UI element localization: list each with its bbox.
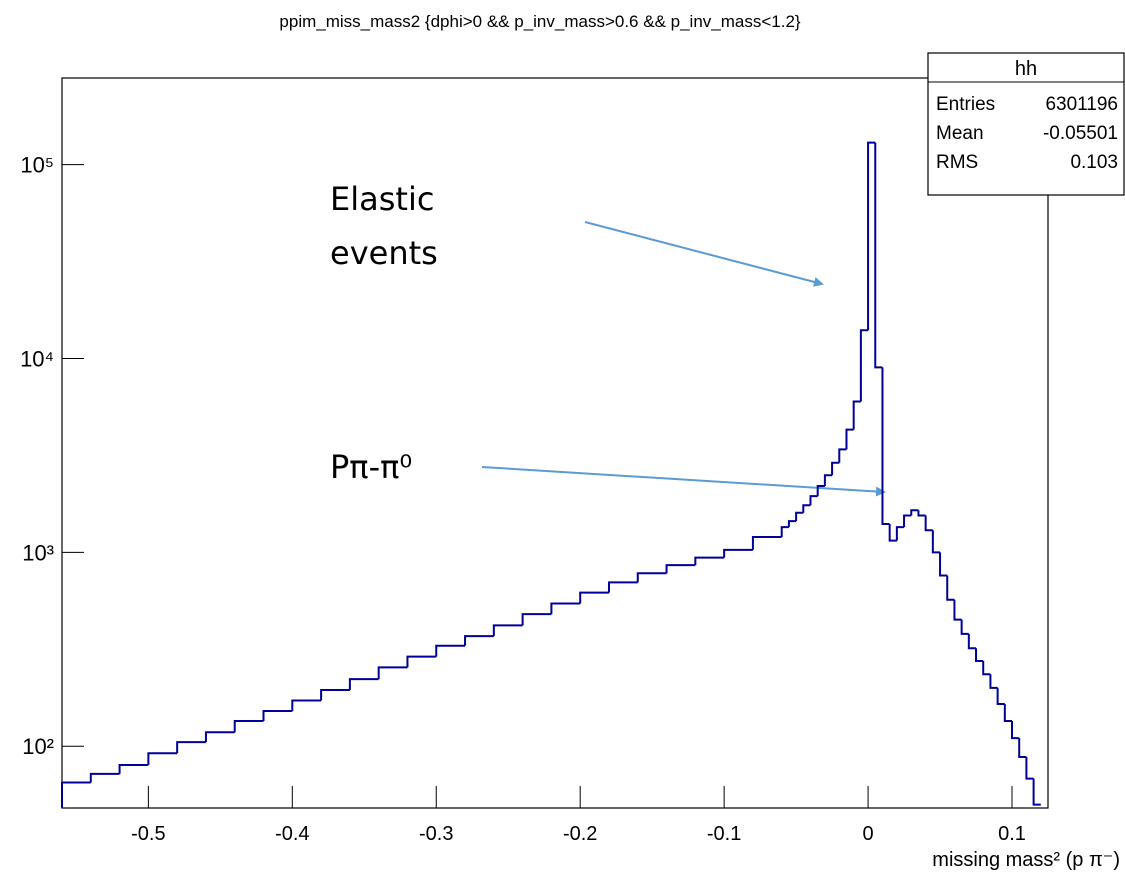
histogram-bin bbox=[1018, 738, 1027, 758]
x-tick-label: -0.1 bbox=[707, 823, 741, 845]
histogram-bin bbox=[859, 329, 869, 402]
x-tick-label: 0.1 bbox=[998, 823, 1026, 845]
stats-value: 0.103 bbox=[1070, 152, 1118, 173]
histogram-bin bbox=[291, 699, 322, 711]
histogram-bin bbox=[874, 142, 883, 369]
histogram-bin bbox=[795, 511, 804, 522]
histogram-bin bbox=[204, 731, 235, 743]
stats-label: RMS bbox=[936, 152, 978, 173]
histogram-bin bbox=[377, 666, 408, 680]
y-tick-label: 10⁴ bbox=[20, 347, 54, 372]
histogram-bin bbox=[953, 599, 962, 621]
histogram-bin bbox=[607, 581, 638, 593]
histogram-bin bbox=[867, 141, 876, 331]
histogram-bin bbox=[881, 367, 890, 526]
histogram-bin bbox=[1032, 778, 1041, 806]
histogram-bin bbox=[320, 688, 350, 701]
stats-value: 6301196 bbox=[1045, 94, 1118, 115]
stats-label: Mean bbox=[936, 123, 984, 144]
histogram-bin bbox=[233, 719, 264, 733]
histogram-bin bbox=[89, 772, 120, 783]
histogram-bin bbox=[809, 495, 818, 506]
x-tick-label: -0.5 bbox=[131, 823, 165, 845]
stats-label: Entries bbox=[936, 94, 995, 115]
stats-box: hh Entries 6301196 Mean -0.05501 RMS 0.103 bbox=[927, 52, 1125, 196]
y-tick-label: 10² bbox=[22, 734, 54, 759]
histogram-bin bbox=[982, 661, 991, 676]
histogram-bin bbox=[751, 536, 782, 550]
histogram-bin bbox=[406, 655, 437, 668]
histogram-bin bbox=[852, 400, 861, 430]
histogram-bin bbox=[975, 648, 984, 663]
histogram-bin bbox=[845, 428, 854, 450]
histogram-bin bbox=[903, 514, 912, 528]
histogram-bin bbox=[492, 624, 523, 637]
histogram-bin bbox=[960, 619, 969, 635]
histogram-bin bbox=[917, 510, 926, 517]
histogram-bin bbox=[521, 613, 552, 626]
histogram-bin bbox=[176, 741, 206, 754]
histogram-bin bbox=[118, 763, 149, 774]
histogram-bin bbox=[61, 781, 91, 808]
histogram-bin bbox=[802, 504, 811, 513]
histogram-bin bbox=[939, 552, 948, 577]
plot-frame bbox=[61, 77, 1049, 809]
x-tick-label: 0 bbox=[863, 823, 874, 845]
histogram-bin bbox=[435, 644, 466, 657]
x-tick-label: -0.3 bbox=[419, 823, 453, 845]
histogram-bin bbox=[665, 564, 696, 574]
histogram-bin bbox=[787, 520, 797, 528]
histogram-bin bbox=[888, 524, 897, 542]
histogram-bin bbox=[348, 678, 379, 690]
histogram-bin bbox=[550, 602, 581, 615]
y-tick-label: 10³ bbox=[22, 540, 54, 565]
histogram-bin bbox=[967, 633, 977, 650]
histogram-bin bbox=[895, 526, 905, 541]
histogram-bin bbox=[946, 575, 955, 601]
histogram-bin bbox=[147, 752, 178, 765]
histogram-bin bbox=[723, 548, 753, 558]
annotation: Pπ-π⁰ bbox=[330, 448, 413, 486]
histogram-bin bbox=[838, 448, 847, 463]
histogram-bin bbox=[1025, 756, 1034, 780]
stats-title: hh bbox=[1015, 58, 1037, 80]
annotation-arrow bbox=[584, 221, 824, 287]
stats-frame bbox=[927, 52, 1125, 196]
annotation: Elastic events bbox=[330, 180, 438, 272]
histogram-bin bbox=[823, 474, 833, 486]
chart-title: ppim_miss_mass2 {dphi>0 && p_inv_mass>0.… bbox=[279, 12, 800, 31]
x-tick-label: -0.4 bbox=[275, 823, 309, 845]
x-tick-label: -0.2 bbox=[563, 823, 597, 845]
histogram-bin bbox=[989, 674, 998, 689]
histogram-bin bbox=[579, 591, 609, 604]
y-tick-label: 10⁵ bbox=[20, 153, 54, 178]
stats-value: -0.05501 bbox=[1043, 123, 1118, 144]
histogram-bin bbox=[910, 509, 919, 516]
histogram-bin bbox=[1011, 720, 1020, 740]
histogram-bin bbox=[931, 530, 941, 554]
histogram-bin bbox=[464, 635, 494, 646]
histogram-bin bbox=[780, 526, 789, 538]
histogram-bin bbox=[816, 484, 825, 497]
annotation-arrow bbox=[481, 466, 886, 497]
x-axis-title: missing mass² (p π⁻) bbox=[932, 849, 1120, 871]
histogram-bin bbox=[262, 709, 293, 721]
histogram-bin bbox=[924, 515, 933, 532]
histogram-bin bbox=[636, 572, 667, 583]
histogram-bin bbox=[1003, 704, 1013, 722]
histogram-bin bbox=[694, 556, 725, 566]
histogram-bin bbox=[831, 461, 840, 476]
histogram-bin bbox=[996, 687, 1005, 706]
